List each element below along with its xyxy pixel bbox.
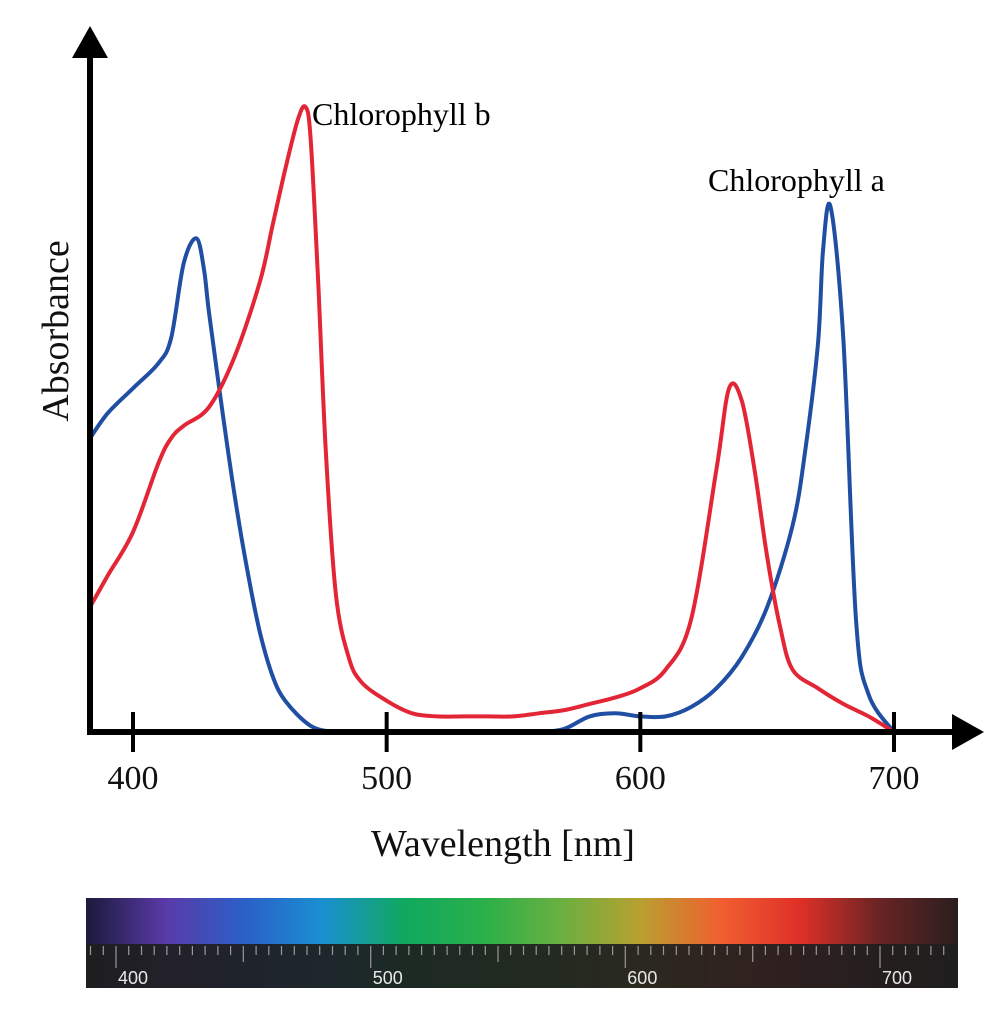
chlorophyll-a-label: Chlorophyll a (708, 162, 885, 198)
spectrum-label-600: 600 (627, 968, 657, 988)
x-tick-label-600: 600 (615, 760, 666, 797)
x-axis-arrow (952, 714, 984, 750)
spectrum-label-400: 400 (118, 968, 148, 988)
x-tick-label-500: 500 (361, 760, 412, 797)
x-axis-title: Wavelength [nm] (371, 823, 635, 865)
y-axis-title: Absorbance (35, 240, 77, 421)
x-tick-label-400: 400 (108, 760, 159, 797)
spectrum-scale-ticks (89, 946, 945, 968)
spectrum-scale-labels: 400 500 600 700 (118, 968, 912, 988)
plot-area (88, 104, 896, 735)
axes: 400 500 600 700 Wavelength [nm] Absorbance (35, 26, 984, 865)
visible-spectrum-bar: 400 500 600 700 (86, 898, 958, 988)
spectrum-label-700: 700 (882, 968, 912, 988)
x-tick-label-700: 700 (869, 760, 920, 797)
chlorophyll-b-line (88, 104, 896, 734)
spectrum-label-500: 500 (373, 968, 403, 988)
y-axis-arrow (72, 26, 108, 58)
chlorophyll-a-line (88, 201, 896, 735)
x-ticks: 400 500 600 700 (108, 712, 920, 797)
series-annotations: Chlorophyll b Chlorophyll a (312, 96, 885, 198)
chlorophyll-b-label: Chlorophyll b (312, 96, 491, 132)
spectrum-scale-strip (86, 944, 958, 988)
